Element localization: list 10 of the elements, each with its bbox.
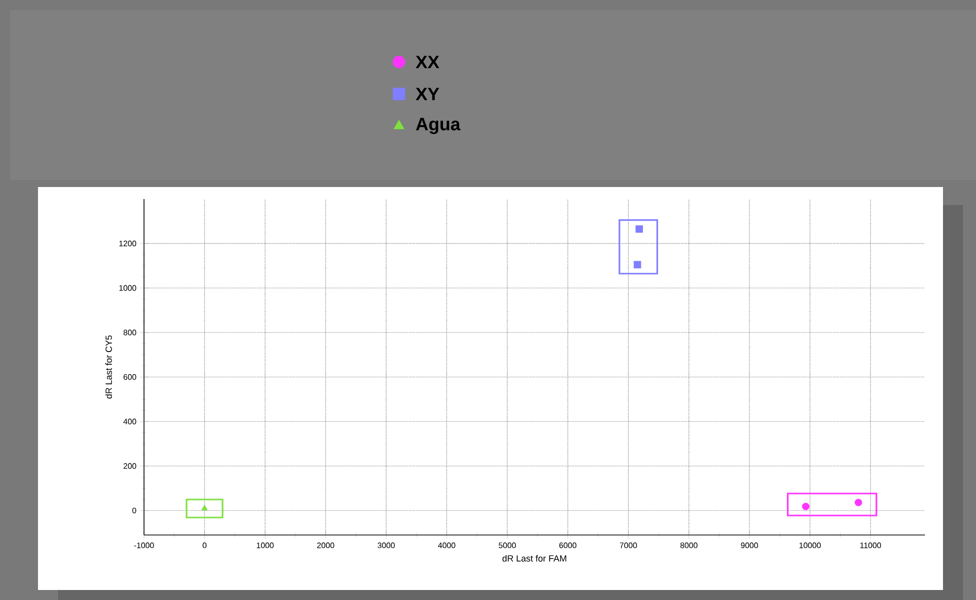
point [634,260,642,268]
point [201,504,208,510]
point [854,498,862,506]
legend-label: Agua [416,118,460,134]
y-axis-title: dR Last for CY5 [105,335,112,399]
x-axis-title: dR Last for FAM [502,554,566,562]
legend-label: XY [416,88,440,100]
legend-label: XX [416,56,440,68]
point [636,225,643,233]
point [802,502,810,510]
